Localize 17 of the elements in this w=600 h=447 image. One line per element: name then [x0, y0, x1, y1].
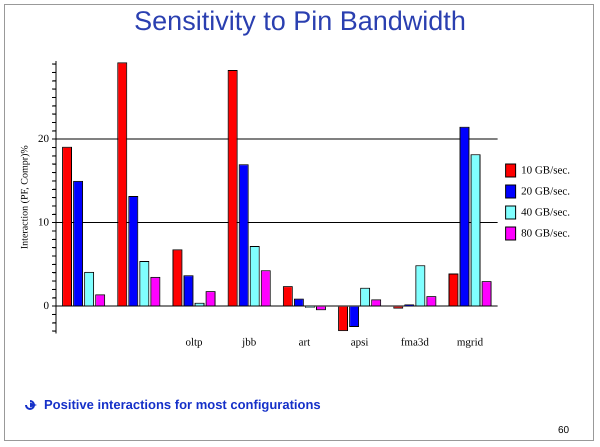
x-tick-label: jbb	[241, 336, 257, 348]
x-tick-label: fma3d	[400, 336, 430, 348]
chart-title: Sensitivity to Pin Bandwidth	[133, 6, 467, 37]
legend-label: 20 GB/sec.	[521, 185, 570, 198]
y-axis-title: Interaction (PF, Compr)%	[20, 145, 31, 250]
legend-label: 10 GB/sec.	[521, 164, 570, 176]
x-tick-label: mgrid	[456, 336, 484, 348]
x-tick-label: apsi	[350, 336, 368, 348]
y-tick-label: 20	[38, 133, 50, 146]
x-tick-label: oltp	[185, 336, 204, 348]
x-tick-label: art	[298, 336, 310, 348]
text: Positive interactions for most configurations	[44, 397, 321, 412]
legend-label: 80 GB/sec.	[521, 227, 570, 240]
y-tick-label: 10	[38, 216, 50, 229]
text: 60	[558, 425, 570, 436]
legend-label: 40 GB/sec.	[521, 206, 570, 218]
y-tick-label: 0	[44, 300, 50, 312]
